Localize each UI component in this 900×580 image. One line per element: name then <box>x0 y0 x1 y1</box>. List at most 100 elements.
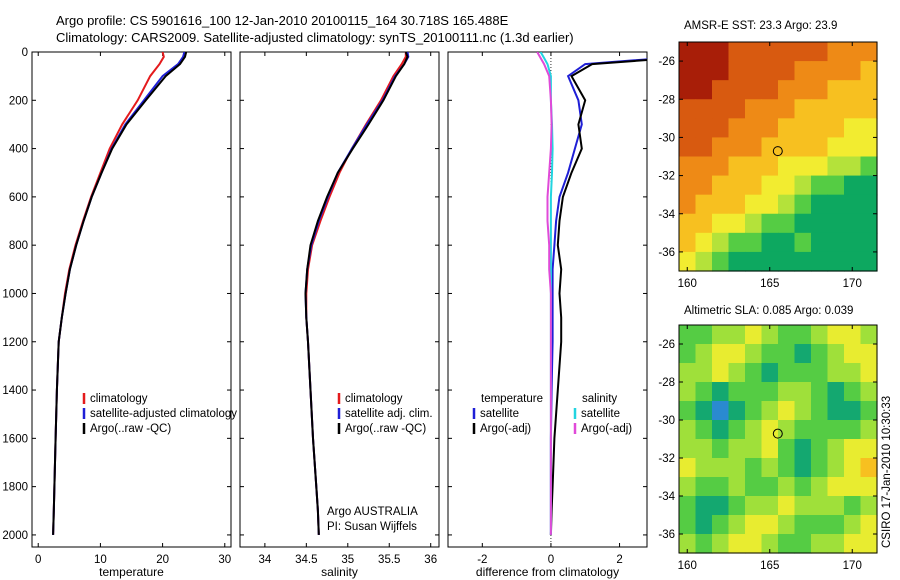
sst-cell <box>844 80 862 100</box>
sla-cell <box>844 401 862 421</box>
sst-cell <box>827 80 845 100</box>
sst-cell <box>761 175 779 196</box>
sst-cell <box>745 61 763 81</box>
sst-cell <box>827 118 845 139</box>
sst-cell <box>695 42 713 62</box>
sst-cell <box>712 194 730 215</box>
sst-cell <box>712 213 730 234</box>
footer-org: Argo AUSTRALIA <box>327 506 418 518</box>
sla-y-tick-label: -36 <box>658 529 675 541</box>
sla-cell <box>860 420 878 440</box>
sla-cell <box>761 496 779 516</box>
sst-cell <box>794 137 812 158</box>
sla-cell <box>728 534 746 554</box>
sla-cell <box>827 382 845 402</box>
sst-cell <box>745 232 763 253</box>
sla-cell <box>679 477 697 497</box>
sst-cell <box>778 42 796 62</box>
sla-frame <box>678 324 878 554</box>
sla-cell <box>860 401 878 421</box>
sst-cell <box>827 175 845 196</box>
sla-cell <box>794 382 812 402</box>
sst-cell <box>811 232 829 253</box>
sla-cell <box>844 363 862 383</box>
sst-cell <box>827 194 845 215</box>
sla-cell <box>811 401 829 421</box>
sla-cell <box>745 515 763 535</box>
sst-cell <box>844 175 862 196</box>
x-tick-label: 34 <box>258 554 271 566</box>
sla-cell <box>679 439 697 459</box>
sla-cell <box>712 344 730 364</box>
sst-cell <box>695 213 713 234</box>
sst-cell <box>745 99 763 119</box>
sst-cell <box>811 194 829 215</box>
sla-cell <box>761 325 779 345</box>
sst-cell <box>811 137 829 158</box>
sla-cell <box>794 439 812 459</box>
series-line-1-1 <box>52 52 165 535</box>
series-line-3-1 <box>549 58 647 535</box>
sst-cell <box>728 137 746 158</box>
sst-cell <box>860 99 878 119</box>
sla-cell <box>761 477 779 497</box>
sst-cell <box>695 118 713 139</box>
x-tick-label: 0 <box>35 554 41 566</box>
sst-cell <box>679 213 697 234</box>
sla-cell <box>778 401 796 421</box>
x-tick-label: 0 <box>548 554 554 566</box>
sla-cell <box>860 496 878 516</box>
sst-cell <box>811 118 829 139</box>
sla-cell <box>712 439 730 459</box>
sla-cell <box>811 325 829 345</box>
series-line-1-2 <box>52 52 186 535</box>
sla-cell <box>745 382 763 402</box>
sla-cell <box>679 534 697 554</box>
sla-cell <box>794 496 812 516</box>
sst-cell <box>728 194 746 215</box>
sla-cell <box>728 515 746 535</box>
sst-cell <box>728 118 746 139</box>
sla-cell <box>794 344 812 364</box>
sst-cell <box>745 175 763 196</box>
y-tick-label: 2000 <box>2 530 28 542</box>
sst-cell <box>794 118 812 139</box>
x-tick-label: 35 <box>341 554 354 566</box>
sla-cell <box>860 534 878 554</box>
sla-cell <box>844 325 862 345</box>
sst-cell <box>728 80 746 100</box>
sla-cell <box>794 420 812 440</box>
legend-p1-3-label: Argo(..raw -QC) <box>90 423 171 435</box>
sla-cell <box>745 401 763 421</box>
sla-cell <box>712 458 730 478</box>
sla-cell <box>844 344 862 364</box>
header-line-1: Argo profile: CS 5901616_100 12-Jan-2010… <box>56 13 509 28</box>
series-line-1-3 <box>52 52 188 535</box>
sst-cell <box>794 175 812 196</box>
sst-cell <box>679 80 697 100</box>
sla-cell <box>811 363 829 383</box>
sst-cell <box>728 156 746 177</box>
sst-y-tick-label: -26 <box>658 56 675 68</box>
sla-cell <box>695 401 713 421</box>
y-tick-label: 1800 <box>2 482 28 494</box>
sst-cell <box>811 213 829 234</box>
sla-cell <box>712 401 730 421</box>
sst-cell <box>695 61 713 81</box>
sla-cell <box>860 344 878 364</box>
sla-y-tick-label: -28 <box>658 377 675 389</box>
sla-cell <box>827 401 845 421</box>
sla-cell <box>679 401 697 421</box>
sla-cell <box>712 477 730 497</box>
sst-cell <box>844 137 862 158</box>
sst-x-tick-label: 170 <box>843 278 862 290</box>
x-tick-label: 2 <box>616 554 622 566</box>
sla-cell <box>860 458 878 478</box>
sla-cell <box>695 344 713 364</box>
sst-argo-float-marker <box>772 146 783 157</box>
sla-cell <box>712 363 730 383</box>
sst-cell <box>811 175 829 196</box>
sst-cell <box>860 232 878 253</box>
sla-cell <box>745 477 763 497</box>
footer-stamp: CSIRO 17-Jan-2010 10:30:33 <box>881 395 893 548</box>
